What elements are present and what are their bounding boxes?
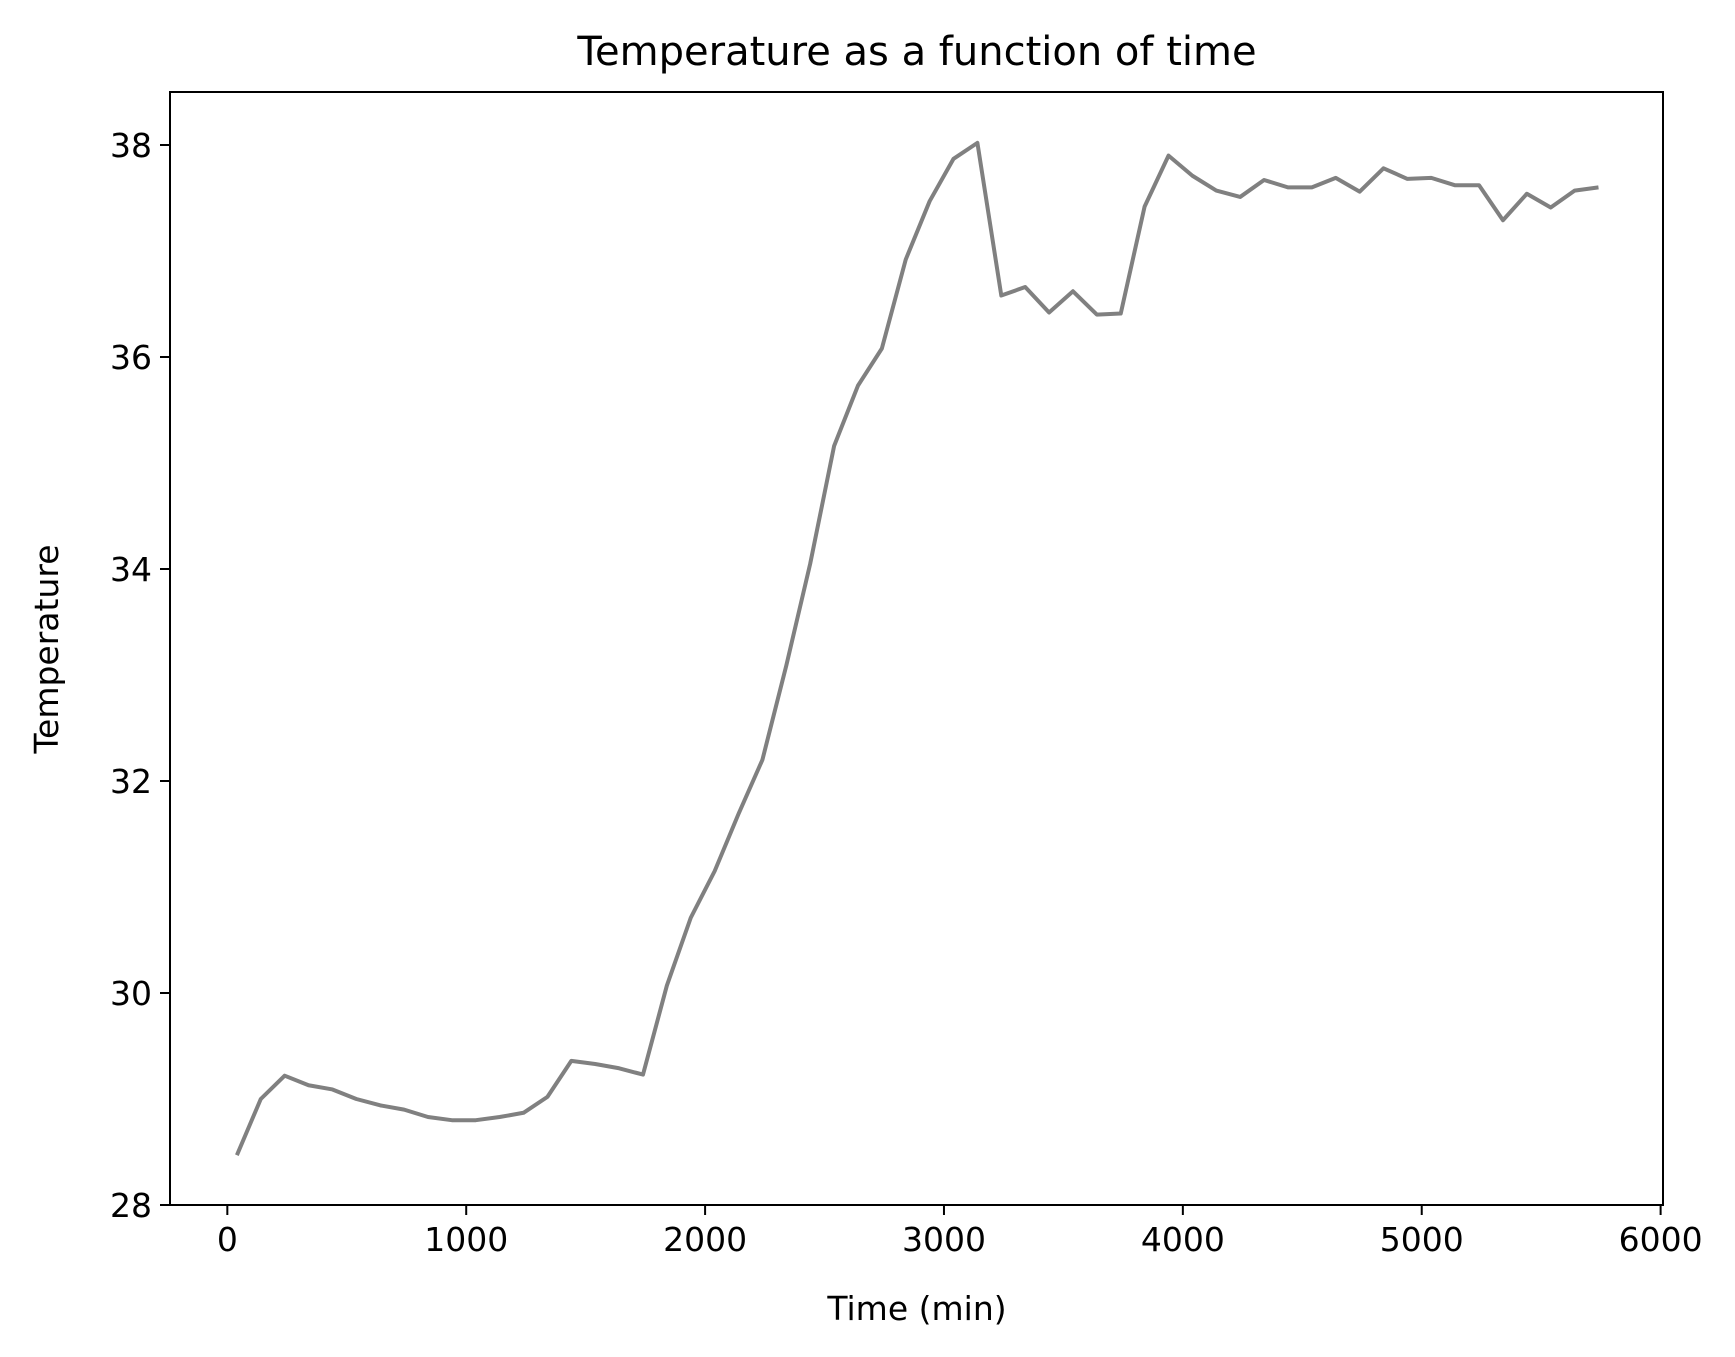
- y-tick-label: 34: [110, 550, 152, 589]
- x-tick-label: 0: [217, 1220, 238, 1259]
- x-tick-label: 6000: [1619, 1220, 1703, 1259]
- plot-frame: [169, 91, 1664, 1206]
- plot-area: [235, 140, 1599, 1156]
- x-tick-label: 1000: [424, 1220, 508, 1259]
- series-line: [235, 140, 1599, 1156]
- y-axis-label: Temperature: [27, 544, 66, 754]
- x-tick-label: 5000: [1380, 1220, 1464, 1259]
- chart-title: Temperature as a function of time: [576, 29, 1256, 75]
- y-axis: 28 30 32 34 36 38: [110, 126, 170, 1225]
- x-tick-label: 2000: [663, 1220, 747, 1259]
- x-axis: 0 1000 2000 3000 4000 5000 6000: [217, 1205, 1703, 1259]
- x-tick-label: 4000: [1141, 1220, 1225, 1259]
- x-tick-label: 3000: [902, 1220, 986, 1259]
- y-tick-label: 36: [110, 338, 152, 377]
- y-tick-label: 30: [110, 974, 152, 1013]
- x-axis-label: Time (min): [826, 1289, 1006, 1328]
- y-tick-label: 38: [110, 126, 152, 165]
- y-tick-label: 32: [110, 762, 152, 801]
- y-tick-label: 28: [110, 1186, 152, 1225]
